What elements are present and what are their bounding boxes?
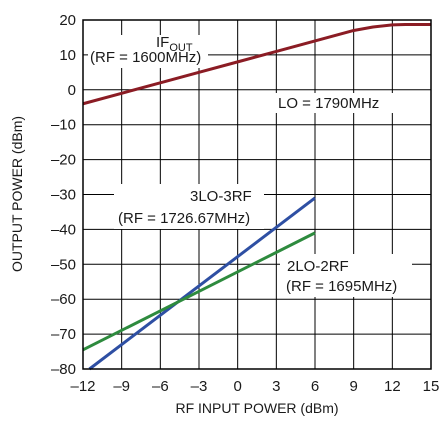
x-tick-labels: –12 –9 –6 –3 0 3 6 9 12 15 bbox=[70, 378, 439, 395]
y-tick-labels: 20 10 0 –10 –20 –30 –40 –50 –60 –70 –80 bbox=[51, 12, 76, 378]
lo3-label: 3LO-3RF bbox=[190, 188, 252, 205]
x-tick-label: –6 bbox=[152, 378, 169, 395]
y-tick-label: –50 bbox=[51, 256, 76, 273]
y-axis-label: OUTPUT POWER (dBm) bbox=[9, 116, 25, 272]
ifout-label-subscript: OUT bbox=[169, 42, 193, 54]
y-tick-label: –30 bbox=[51, 187, 76, 204]
lo-label-bg bbox=[268, 93, 396, 113]
lo2-series-line bbox=[82, 231, 316, 352]
x-tick-label: –3 bbox=[191, 378, 208, 395]
lo3-rf-label: (RF = 1726.67MHz) bbox=[118, 210, 250, 227]
x-tick-label: 12 bbox=[384, 378, 401, 395]
y-tick-label: 20 bbox=[59, 12, 76, 29]
series-layer bbox=[82, 23, 431, 371]
y-tick-label: –70 bbox=[51, 326, 76, 343]
ifout-label-bg bbox=[88, 35, 208, 68]
lo2-label-bg bbox=[280, 254, 412, 297]
lo2-label: 2LO-2RF bbox=[287, 258, 349, 275]
y-tick-label: –40 bbox=[51, 221, 76, 238]
x-tick-label: –9 bbox=[113, 378, 130, 395]
y-tick-label: –80 bbox=[51, 361, 76, 378]
x-tick-label: –12 bbox=[70, 378, 95, 395]
x-tick-label: 9 bbox=[349, 378, 357, 395]
ifout-series-line bbox=[82, 23, 431, 106]
lo-label: LO = 1790MHz bbox=[278, 95, 379, 112]
x-tick-label: 0 bbox=[233, 378, 241, 395]
lo3-label-bg bbox=[114, 184, 264, 229]
ifout-label: IFOUT bbox=[156, 34, 193, 54]
plot-frame bbox=[82, 19, 432, 370]
y-tick-label: 0 bbox=[68, 82, 76, 99]
y-tick-label: 10 bbox=[59, 47, 76, 64]
y-tick-label: –20 bbox=[51, 152, 76, 169]
y-tick-label: –10 bbox=[51, 117, 76, 134]
lo3-series-line bbox=[88, 196, 316, 371]
x-axis-label: RF INPUT POWER (dBm) bbox=[175, 400, 338, 416]
ifout-rf-label: (RF = 1600MHz) bbox=[90, 49, 201, 66]
x-tick-label: 6 bbox=[311, 378, 319, 395]
lo2-rf-label: (RF = 1695MHz) bbox=[286, 278, 397, 295]
x-tick-label: 15 bbox=[423, 378, 440, 395]
y-tick-label: –60 bbox=[51, 291, 76, 308]
x-tick-label: 3 bbox=[272, 378, 280, 395]
ifout-label-main: IF bbox=[156, 34, 169, 51]
